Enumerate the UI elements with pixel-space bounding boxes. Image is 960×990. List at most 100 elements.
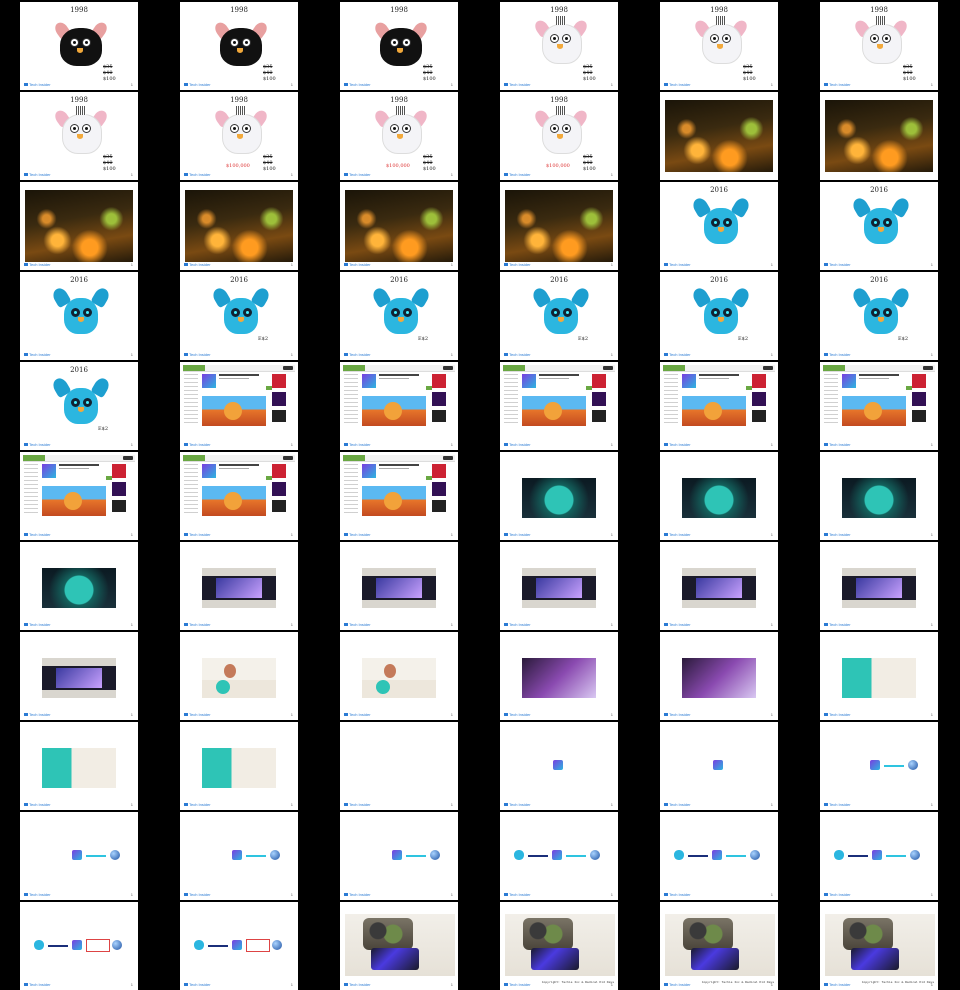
similar-apps: [752, 374, 766, 422]
footer-page: 1: [450, 892, 453, 897]
year-heading: 1998: [230, 6, 248, 14]
app-icon: [42, 464, 56, 478]
frame-music-photo: Tech Insider 1: [500, 632, 618, 720]
footer-logo: Tech Insider: [664, 532, 691, 537]
frame-diagram-app-server: Tech Insider 1: [20, 812, 138, 900]
girl-with-furby-photo: [202, 658, 276, 698]
app-icon: [522, 374, 536, 388]
footer-logo: Tech Insider: [504, 262, 531, 267]
install-button[interactable]: [426, 476, 434, 480]
furby-white-image: [532, 106, 590, 154]
frame-app-store: Tech Insider 1: [820, 362, 938, 450]
year-heading: 2016: [710, 276, 728, 284]
install-button[interactable]: [266, 386, 274, 390]
install-button[interactable]: [426, 386, 434, 390]
footer-logo: Tech Insider: [344, 802, 371, 807]
price-list: $35 $40 $100: [423, 64, 436, 82]
footer-logo: Tech Insider: [824, 892, 851, 897]
year-heading: 1998: [390, 96, 408, 104]
frame-teal-furby-photo: Tech Insider 1: [660, 452, 778, 540]
price-label: E$2: [898, 336, 909, 342]
footer-page: 1: [290, 892, 293, 897]
globe-icon: [590, 850, 600, 860]
footer-page: 1: [450, 172, 453, 177]
app-icon: [202, 374, 216, 388]
sync-arrow: [246, 855, 266, 857]
link-arrow: [528, 855, 548, 857]
footer-logo: Tech Insider: [184, 622, 211, 627]
app-subtitle-bar: [379, 468, 409, 469]
install-button[interactable]: [266, 476, 274, 480]
footer-logo: Tech Insider: [824, 712, 851, 717]
store-header: [343, 455, 455, 462]
footer-page: 1: [450, 262, 453, 267]
footer-logo: Tech Insider: [344, 172, 371, 177]
install-button[interactable]: [106, 476, 114, 480]
install-button[interactable]: [586, 386, 594, 390]
footer-page: 1: [450, 352, 453, 357]
link-arrow: [848, 855, 868, 857]
footer-page: 1: [130, 892, 133, 897]
footer-logo: Tech Insider: [24, 532, 51, 537]
app-screenshot: [42, 486, 106, 516]
furby-blue-image: [370, 285, 432, 338]
frame-city: [660, 92, 778, 180]
footer-page: 1: [770, 712, 773, 717]
app-title-bar: [379, 374, 419, 376]
footer-logo: Tech Insider: [344, 622, 371, 627]
store-sidebar: [184, 464, 198, 514]
footer-logo: Tech Insider: [184, 262, 211, 267]
footer-logo: Tech Insider: [824, 982, 851, 987]
sync-arrow: [406, 855, 426, 857]
app-subtitle-bar: [859, 378, 889, 379]
frame-arm-photo: Tech Insider 1: [820, 632, 938, 720]
frame-arm-photo: Tech Insider 1: [180, 722, 298, 810]
furby-icon: [834, 850, 844, 860]
frame-blue-furby: 2016 Tech Insider 1: [820, 182, 938, 270]
footer-page: 1: [290, 442, 293, 447]
app-icon: [872, 850, 882, 860]
footer-page: 1: [930, 352, 933, 357]
robot-phone-photo: [825, 914, 935, 976]
app-subtitle-bar: [539, 378, 569, 379]
store-header: [663, 365, 775, 372]
sync-arrow: [884, 765, 904, 767]
footer-logo: Tech Insider: [344, 532, 371, 537]
frame-blue-furby-price: 2016 E$2 Tech Insider 1: [340, 272, 458, 360]
store-sidebar: [24, 464, 38, 514]
app-title-bar: [379, 464, 419, 466]
footer-page: 1: [610, 532, 613, 537]
ipad-photo: [42, 658, 116, 698]
footer-page: 1: [450, 712, 453, 717]
footer-logo: Tech Insider: [504, 442, 531, 447]
footer-logo: Tech Insider: [664, 262, 691, 267]
footer-logo: Tech Insider: [184, 172, 211, 177]
furby-white-image: [372, 106, 430, 154]
frame-robot-photo: Copyright: Techie Inc & Radical Kid Days…: [500, 902, 618, 990]
ipad-photo: [842, 568, 916, 608]
sync-arrow: [886, 855, 906, 857]
footer-page: 1: [770, 82, 773, 87]
install-button[interactable]: [906, 386, 914, 390]
footer-page: 1: [130, 802, 133, 807]
similar-apps: [112, 464, 126, 512]
price-list: $35 $40 $100: [583, 154, 596, 172]
frame-white-furby: 1998 $35 $40 $100 Tech Insider 1: [820, 2, 938, 90]
price-label: E$2: [738, 336, 749, 342]
footer-page: 1: [930, 532, 933, 537]
footer-logo: Tech Insider: [184, 82, 211, 87]
footer-logo: Tech Insider: [504, 892, 531, 897]
city-night-image: [825, 100, 933, 172]
furby-blue-image: [850, 285, 912, 338]
app-icon: [552, 850, 562, 860]
app-screenshot: [202, 486, 266, 516]
install-button[interactable]: [746, 386, 754, 390]
footer-logo: Tech Insider: [24, 262, 51, 267]
app-icon: [682, 374, 696, 388]
globe-icon: [430, 850, 440, 860]
app-subtitle-bar: [379, 378, 409, 379]
robot-phone-photo: [345, 914, 455, 976]
footer-page: 1: [290, 82, 293, 87]
store-sidebar: [184, 374, 198, 424]
